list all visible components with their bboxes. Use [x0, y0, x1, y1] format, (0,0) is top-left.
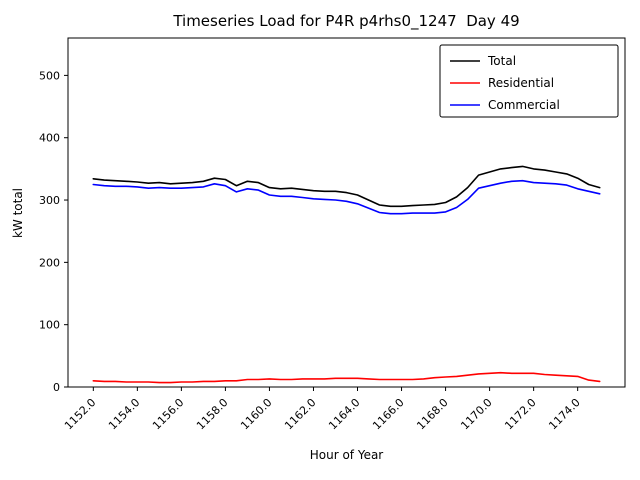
x-axis-label: Hour of Year	[309, 448, 384, 462]
y-tick-label: 200	[39, 256, 60, 269]
x-tick-label: 1154.0	[106, 396, 142, 432]
legend-label: Commercial	[488, 98, 560, 112]
series-line-commercial	[92, 179, 601, 215]
x-tick-label: 1156.0	[150, 396, 186, 432]
x-tick-label: 1152.0	[62, 396, 98, 432]
x-tick-label: 1174.0	[546, 396, 582, 432]
x-tick-label: 1162.0	[282, 396, 318, 432]
axes-frame	[67, 37, 626, 388]
x-tick-label: 1172.0	[502, 396, 538, 432]
y-tick-label: 300	[39, 194, 60, 207]
x-tick-label: 1164.0	[326, 396, 362, 432]
y-axis-label: kW total	[11, 187, 25, 239]
legend-label: Residential	[488, 76, 554, 90]
series-line-residential	[92, 371, 601, 384]
legend-box	[439, 44, 619, 118]
x-tick-label: 1170.0	[458, 396, 494, 432]
x-tick-label: 1166.0	[370, 396, 406, 432]
y-tick-label: 0	[53, 381, 60, 394]
y-tick-label: 100	[39, 319, 60, 332]
series-line-total	[92, 165, 601, 208]
y-tick-label: 400	[39, 132, 60, 145]
y-tick-label: 500	[39, 69, 60, 82]
legend-label: Total	[487, 54, 516, 68]
x-tick-label: 1160.0	[238, 396, 274, 432]
chart-title: Timeseries Load for P4R p4rhs0_1247 Day …	[173, 12, 520, 30]
x-tick-label: 1158.0	[194, 396, 230, 432]
x-tick-label: 1168.0	[414, 396, 450, 432]
